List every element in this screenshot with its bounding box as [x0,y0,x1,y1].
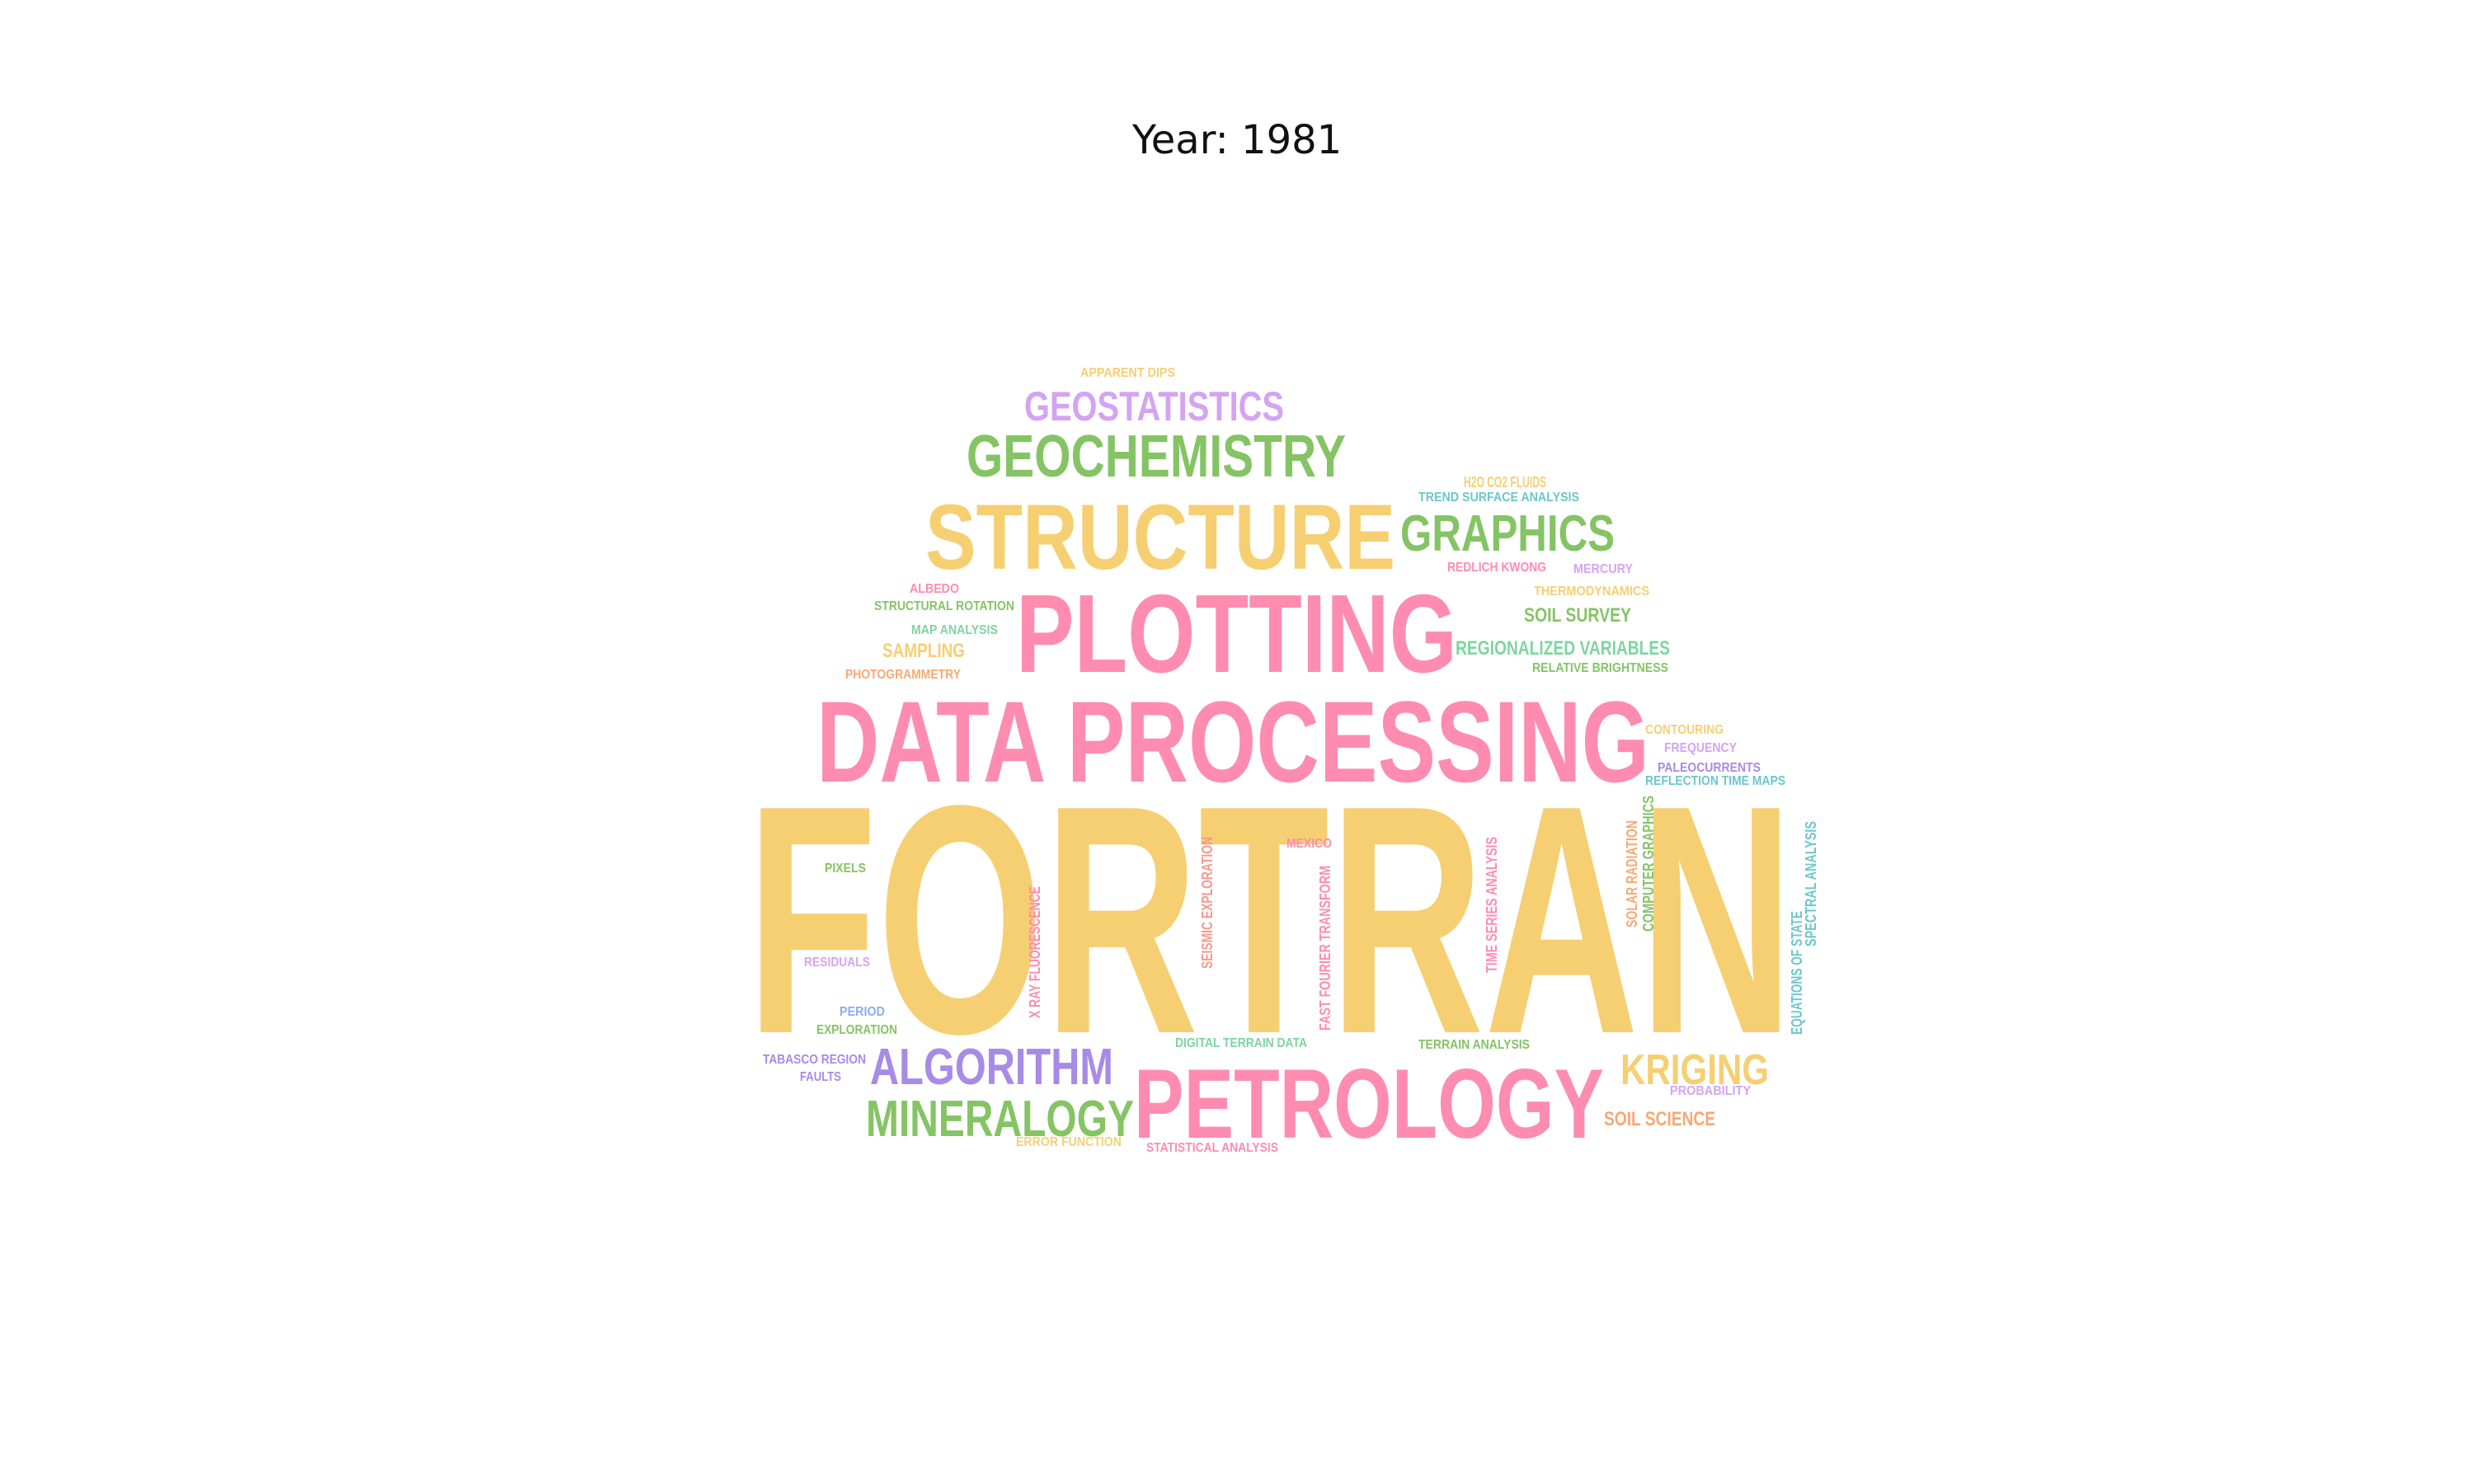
word-plotting: PLOTTING [1016,571,1457,696]
word-equations-of-state: EQUATIONS OF STATE [1789,911,1805,1035]
word-soil-science: SOIL SCIENCE [1604,1108,1715,1130]
word-kriging: KRIGING [1620,1046,1769,1094]
word-probability: PROBABILITY [1670,1084,1751,1098]
word-geochemistry: GEOCHEMISTRY [967,424,1346,490]
word-seismic-exploration: SEISMIC EXPLORATION [1199,837,1216,969]
word-frequency: FREQUENCY [1664,741,1737,755]
word-graphics: GRAPHICS [1400,505,1615,562]
word-data-processing: DATA PROCESSING [816,677,1649,806]
word-redlich-kwong: REDLICH KWONG [1447,561,1546,575]
word-sampling: SAMPLING [882,640,965,662]
word-soil-survey: SOIL SURVEY [1524,604,1631,627]
word-contouring: CONTOURING [1645,723,1724,737]
word-geostatistics: GEOSTATISTICS [1024,383,1284,430]
word-residuals: RESIDUALS [804,956,870,970]
word-solar-radiation: SOLAR RADIATION [1624,820,1640,928]
word-mexico: MEXICO [1286,837,1332,851]
figure-title: Year: 1981 [1131,117,1343,163]
word-error-function: ERROR FUNCTION [1016,1135,1122,1149]
word-thermodynamics: THERMODYNAMICS [1534,585,1649,599]
word-h2o-co2-fluids: H2O CO2 FLUIDS [1464,474,1546,491]
word-paleocurrents: PALEOCURRENTS [1658,761,1761,775]
word-faults: FAULTS [800,1070,841,1084]
word-regionalized-variables: REGIONALIZED VARIABLES [1456,637,1670,660]
word-terrain-analysis: TERRAIN ANALYSIS [1418,1038,1530,1052]
word-petrology: PETROLOGY [1134,1049,1604,1159]
word-statistical-analysis: STATISTICAL ANALYSIS [1146,1141,1278,1155]
word-x-ray-fluorescence: X RAY FLUORESCENCE [1027,886,1043,1018]
word-mercury: MERCURY [1573,562,1633,576]
word-mineralogy: MINERALOGY [866,1091,1134,1148]
word-pixels: PIXELS [825,862,866,876]
word-computer-graphics: COMPUTER GRAPHICS [1640,796,1657,932]
word-period: PERIOD [840,1005,885,1019]
word-structure: STRUCTURE [925,486,1395,589]
word-fast-fourier-transform: FAST FOURIER TRANSFORM [1317,866,1333,1031]
word-relative-brightness: RELATIVE BRIGHTNESS [1532,661,1668,675]
word-apparent-dips: APPARENT DIPS [1080,366,1175,380]
word-tabasco-region: TABASCO REGION [763,1053,866,1067]
word-map-analysis: MAP ANALYSIS [911,623,998,637]
word-time-series-analysis: TIME SERIES ANALYSIS [1484,837,1500,973]
word-albedo: ALBEDO [910,582,959,596]
word-fortran: FORTRAN [746,737,1794,1101]
word-algorithm: ALGORITHM [870,1039,1113,1096]
word-reflection-time-maps: REFLECTION TIME MAPS [1645,774,1785,788]
word-exploration: EXPLORATION [816,1023,897,1037]
word-trend-surface-analysis: TREND SURFACE ANALYSIS [1418,491,1579,505]
word-digital-terrain-data: DIGITAL TERRAIN DATA [1175,1036,1307,1050]
word-photogrammetry: PHOTOGRAMMETRY [845,668,961,682]
word-structural-rotation: STRUCTURAL ROTATION [874,599,1014,613]
word-spectral-analysis: SPECTRAL ANALYSIS [1803,821,1819,946]
